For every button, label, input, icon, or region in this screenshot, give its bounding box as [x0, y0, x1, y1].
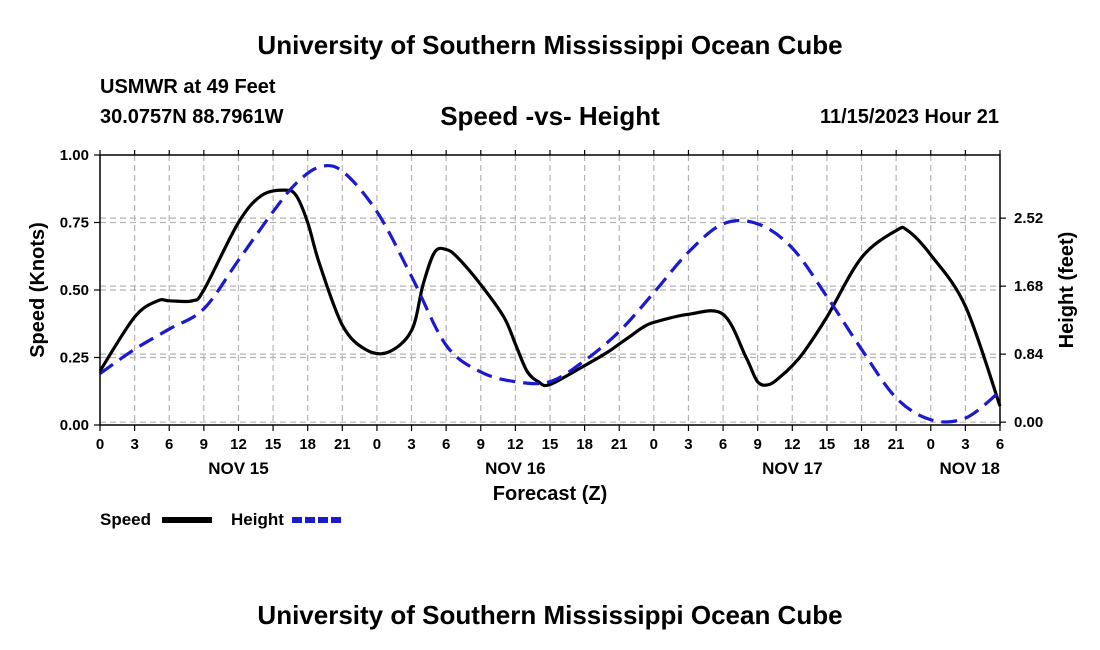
x-tick-label: 12: [784, 436, 801, 453]
x-tick-label: 15: [265, 436, 282, 453]
legend-label: Speed: [100, 510, 151, 529]
x-tick-label: 6: [165, 436, 173, 453]
y2-tick-label: 0.84: [1014, 346, 1044, 363]
x-tick-label: 0: [927, 436, 935, 453]
footer-title: University of Southern Mississippi Ocean…: [257, 600, 843, 630]
y-tick-label: 1.00: [60, 147, 89, 164]
y2-axis-title: Height (feet): [1056, 232, 1078, 349]
x-tick-label: 3: [130, 436, 138, 453]
x-tick-label: 21: [334, 436, 351, 453]
x-tick-label: 6: [996, 436, 1004, 453]
date-label: NOV 16: [485, 459, 545, 478]
x-tick-label: 15: [542, 436, 559, 453]
page-title: University of Southern Mississippi Ocean…: [257, 30, 843, 60]
y2-tick-label: 0.00: [1014, 414, 1043, 431]
axes: 0 3 6 9 12 15 18 21 0 3 6 9 12 15 18 21 0 3 6 9 12 15 18 21 0 3 60…: [60, 147, 1044, 478]
x-tick-label: 9: [200, 436, 208, 453]
x-tick-label: 0: [96, 436, 104, 453]
y-tick-label: 0.25: [60, 350, 89, 367]
station-name: USMWR at 49 Feet: [100, 76, 276, 98]
x-tick-label: 12: [507, 436, 524, 453]
x-tick-label: 9: [754, 436, 762, 453]
legend-label: Height: [231, 510, 284, 529]
x-tick-label: 3: [684, 436, 692, 453]
series: [98, 163, 1002, 424]
y2-tick-label: 1.68: [1014, 278, 1043, 295]
date-label: NOV 18: [940, 459, 1000, 478]
x-tick-label: 9: [477, 436, 485, 453]
x-tick-label: 18: [853, 436, 870, 453]
date-label: NOV 15: [208, 459, 268, 478]
y2-tick-label: 2.52: [1014, 210, 1043, 227]
x-tick-label: 18: [576, 436, 593, 453]
y-tick-label: 0.75: [60, 215, 89, 232]
chart-subtitle: Speed -vs- Height: [440, 101, 660, 131]
x-tick-label: 6: [442, 436, 450, 453]
legend: Speed Height: [100, 510, 342, 529]
x-tick-label: 21: [888, 436, 905, 453]
speed-series-line: [98, 188, 1002, 407]
x-tick-label: 6: [719, 436, 727, 453]
x-tick-label: 3: [407, 436, 415, 453]
height-series-line: [99, 163, 1002, 424]
x-axis-title: Forecast (Z): [493, 483, 607, 505]
forecast-timestamp: 11/15/2023 Hour 21: [819, 106, 999, 128]
station-coordinates: 30.0757N 88.7961W: [100, 106, 284, 128]
date-label: NOV 17: [762, 459, 822, 478]
y-tick-label: 0.50: [60, 282, 89, 299]
x-tick-label: 18: [299, 436, 316, 453]
plot-frame: [99, 154, 1001, 426]
x-tick-label: 15: [819, 436, 836, 453]
x-tick-label: 0: [373, 436, 381, 453]
x-tick-label: 12: [230, 436, 247, 453]
x-tick-label: 3: [961, 436, 969, 453]
x-tick-label: 0: [650, 436, 658, 453]
x-tick-label: 21: [611, 436, 628, 453]
y-tick-label: 0.00: [60, 417, 89, 434]
y-axis-title: Speed (Knots): [27, 222, 49, 358]
